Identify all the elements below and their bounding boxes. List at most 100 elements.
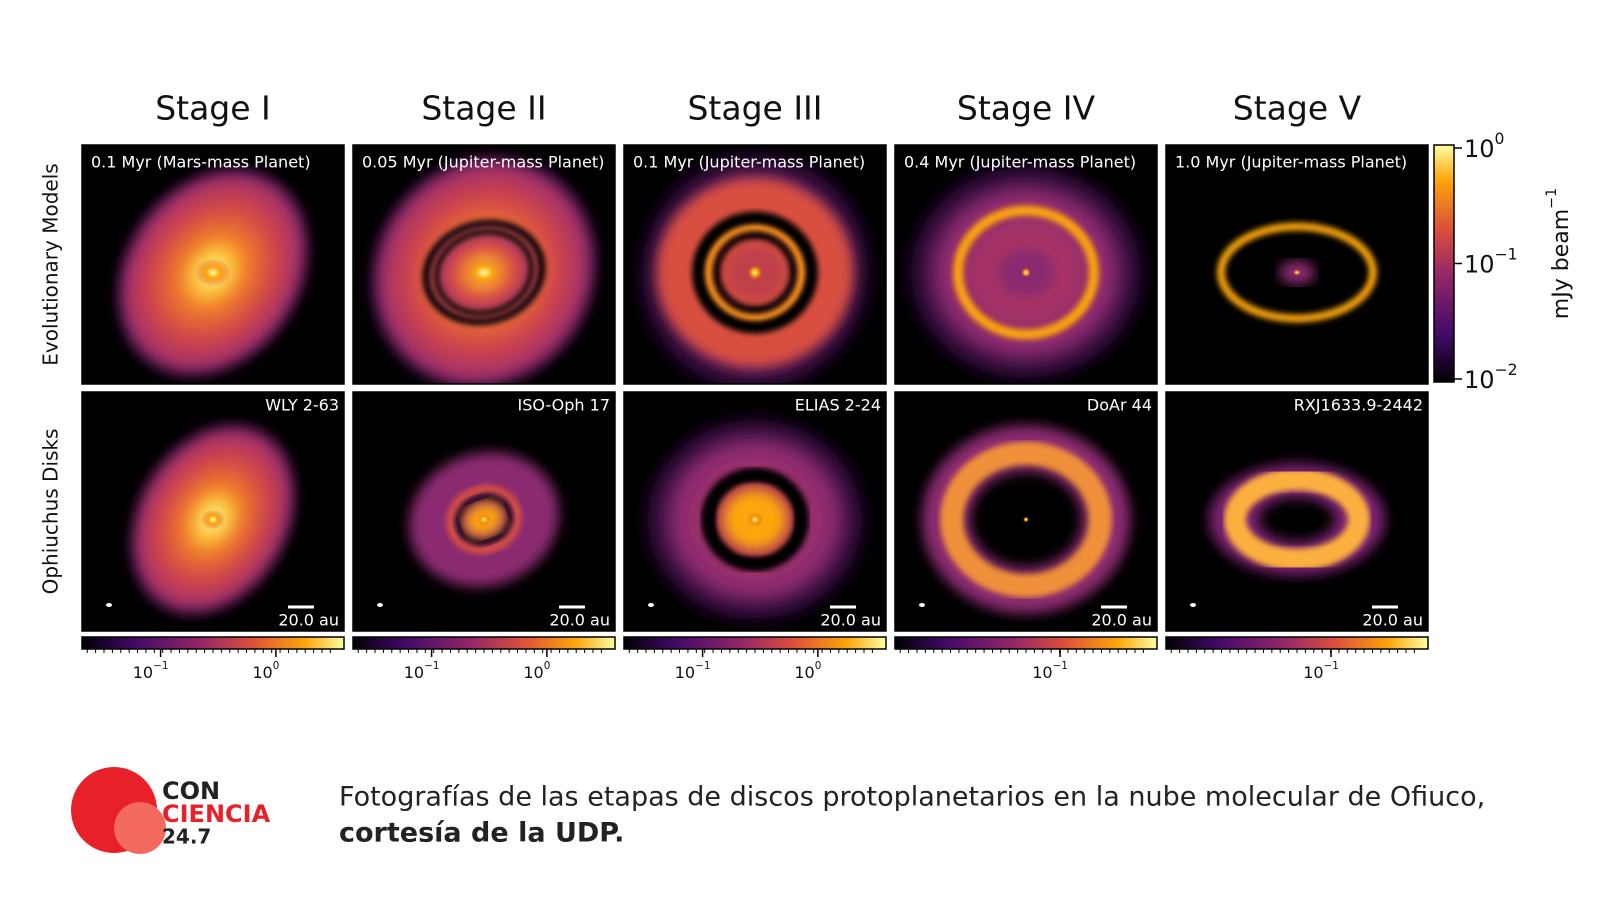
colorbar-tick-label-exp: −2: [1495, 361, 1518, 379]
beam: [919, 603, 925, 607]
colorbar-tick-label-base: 10: [794, 663, 814, 682]
model-label: 0.1 Myr (Jupiter-mass Planet): [633, 153, 865, 172]
colorbar-tick-label-exp: −1: [1324, 660, 1339, 672]
colorbar-tick-label-exp: 0: [273, 660, 280, 672]
disk-core: [195, 258, 231, 287]
colorbar: [1433, 144, 1455, 383]
disk-image: [624, 392, 886, 631]
disk-core: [747, 512, 763, 527]
scale-label: 20.0 au: [278, 611, 339, 630]
beam: [1190, 603, 1196, 607]
scale-label: 20.0 au: [820, 611, 881, 630]
colorbar-tick-label-exp: −1: [1495, 245, 1518, 263]
panel-frame: [1165, 391, 1429, 632]
colorbar: [623, 636, 887, 650]
colorbar-tick-label-base: 10: [1464, 366, 1495, 394]
disk-core: [1293, 269, 1301, 276]
disk-ring: [940, 441, 1112, 598]
disk-ring: [706, 225, 804, 320]
colorbar-tick-label: 100: [252, 660, 279, 682]
colorbar-tick-label: 100: [1464, 130, 1504, 163]
disk-image: [353, 392, 615, 631]
colorbar-label: mJy beam−1: [1544, 188, 1574, 319]
model-label: 1.0 Myr (Jupiter-mass Planet): [1175, 153, 1407, 172]
disk-image: [895, 145, 1157, 384]
colorbar-tick-label-base: 10: [133, 663, 153, 682]
disk-name: RXJ1633.9-2442: [1294, 396, 1423, 415]
scale-label: 20.0 au: [1091, 611, 1152, 630]
colorbar-label-exp: −1: [1544, 188, 1560, 209]
panel-frame: [623, 144, 887, 385]
disk-ring: [953, 205, 1099, 340]
disk-core: [477, 513, 491, 526]
row-label: Evolutionary Models: [39, 163, 63, 365]
colorbar: [352, 636, 616, 650]
colorbar: [81, 636, 345, 650]
disk-image: [1166, 145, 1428, 384]
colorbar-tick-label-exp: −1: [1053, 660, 1068, 672]
beam: [648, 603, 654, 607]
disk-name: ISO-Oph 17: [518, 396, 610, 415]
disk-name: ELIAS 2-24: [795, 396, 881, 415]
panel-frame: [352, 144, 616, 385]
panel-frame: [352, 391, 616, 632]
colorbar-tick-label-base: 10: [252, 663, 272, 682]
panel-frame: [81, 144, 345, 385]
disk-core: [1023, 516, 1029, 523]
colorbar: [894, 636, 1158, 650]
disk-ring: [718, 484, 792, 555]
disk-image: [1166, 392, 1428, 631]
disk-core: [1021, 267, 1031, 278]
model-label: 0.1 Myr (Mars-mass Planet): [91, 153, 311, 172]
colorbar-tick-label-exp: 0: [1495, 130, 1505, 148]
beam: [377, 603, 383, 607]
disk-name: WLY 2-63: [265, 396, 339, 415]
panel-frame: [623, 391, 887, 632]
colorbar-tick-label-exp: 0: [544, 660, 551, 672]
logo: CON CIENCIA 24.7: [71, 767, 271, 854]
colorbar: [1165, 636, 1429, 650]
caption-bold: cortesía de la UDP.: [339, 818, 624, 849]
colorbar-tick-label-exp: −1: [153, 660, 168, 672]
colorbar-tick-label-base: 10: [1032, 663, 1052, 682]
disk-ring: [1217, 222, 1377, 323]
colorbar-tick-label-exp: 0: [815, 660, 822, 672]
panel-frame: [894, 144, 1158, 385]
colorbar-tick-label: 10−1: [404, 660, 440, 682]
colorbar-tick-label-base: 10: [1464, 251, 1495, 279]
disk-ring: [446, 485, 522, 554]
panel-frame: [894, 391, 1158, 632]
colorbar-tick-label-base: 10: [675, 663, 695, 682]
disk-ring: [422, 219, 546, 326]
stage-title: Stage II: [421, 89, 546, 128]
colorbar-tick-label: 100: [794, 660, 821, 682]
stage-title: Stage III: [687, 89, 822, 128]
disk-ring: [455, 494, 513, 545]
panel-frame: [81, 391, 345, 632]
colorbar-tick-label: 10−1: [1303, 660, 1339, 682]
disk-core: [462, 256, 506, 289]
model-label: 0.4 Myr (Jupiter-mass Planet): [904, 153, 1136, 172]
disk-core: [201, 509, 225, 530]
disk-core: [747, 264, 763, 281]
disk-ring: [433, 229, 535, 316]
scale-label: 20.0 au: [549, 611, 610, 630]
colorbar-tick-label-base: 10: [404, 663, 424, 682]
colorbar-tick-label-exp: −1: [695, 660, 710, 672]
caption: Fotografías de las etapas de discos prot…: [339, 782, 1485, 813]
colorbar-tick-label: 10−1: [1464, 245, 1518, 278]
disk-image: [895, 392, 1157, 631]
stage-title: Stage V: [1233, 89, 1362, 128]
stage-title: Stage I: [155, 89, 271, 128]
disk-image: [82, 392, 344, 631]
logo-text: CON: [162, 777, 220, 805]
logo-text: 24.7: [162, 825, 211, 849]
beam: [106, 603, 112, 607]
disk-image: [82, 145, 344, 384]
colorbar-tick-label: 10−1: [1032, 660, 1068, 682]
colorbar-tick-label: 10−1: [675, 660, 711, 682]
colorbar-tick-label-exp: −1: [424, 660, 439, 672]
colorbar-tick-label: 100: [523, 660, 550, 682]
disk-ring: [713, 231, 797, 314]
